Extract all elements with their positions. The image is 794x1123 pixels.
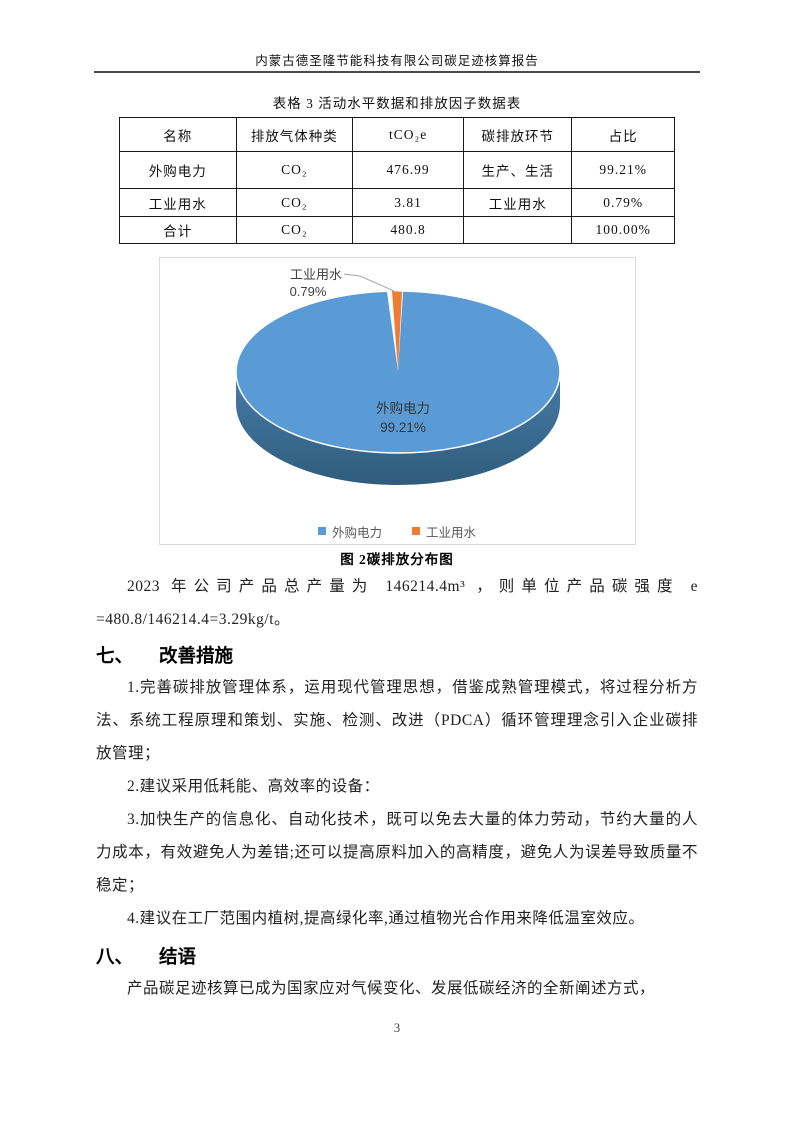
- callout-leader-line: [343, 273, 394, 292]
- section-title: 结语: [159, 948, 197, 968]
- pie-side: [235, 372, 560, 485]
- col-header-gas-type: 排放气体种类: [235, 117, 354, 152]
- cell-gas: CO₂: [235, 151, 354, 189]
- col-header-share: 占比: [571, 117, 675, 152]
- pie-slice-electricity: [234, 290, 561, 454]
- legend-label: 工业用水: [426, 525, 477, 540]
- table-row: 合计 CO₂ 480.8 100.00%: [119, 216, 675, 244]
- col-header-name: 名称: [119, 117, 237, 152]
- legend-label: 外购电力: [331, 525, 382, 540]
- cell-share: 0.79%: [571, 188, 675, 217]
- cell-stage: [463, 216, 573, 244]
- pie-slice-water: [391, 291, 402, 370]
- improvement-paragraph-4: 4.建议在工厂范围内植树,提高绿化率,通过植物光合作用来降低温室效应。: [127, 910, 645, 927]
- inside-label-pct: 99.21%: [380, 420, 426, 435]
- figure-caption: 图 2碳排放分布图: [340, 552, 454, 567]
- emission-data-table: 名称 排放气体种类 tCO₂e 碳排放环节 占比 外购电力 CO₂ 476.99…: [119, 117, 675, 244]
- chart-legend: 外购电力 工业用水: [160, 518, 635, 544]
- section-title: 改善措施: [159, 647, 234, 667]
- col-header-tco2e: tCO₂e: [352, 117, 465, 152]
- cell-share: 99.21%: [571, 151, 675, 189]
- section-number: 八、: [96, 948, 134, 968]
- cell-name: 外购电力: [119, 151, 237, 189]
- page-number: 3: [393, 1021, 401, 1035]
- cell-name: 合计: [119, 216, 237, 244]
- cell-tco2e: 476.99: [352, 151, 465, 189]
- inside-label-name: 外购电力: [376, 401, 430, 416]
- section-number: 七、: [96, 647, 134, 667]
- pie-chart-3d: 工业用水 0.79% 外购电力 99.21%: [234, 267, 561, 485]
- cell-gas: CO₂: [235, 216, 354, 244]
- cell-name: 工业用水: [119, 188, 237, 217]
- legend-swatch-blue-icon: [317, 527, 326, 535]
- cell-share: 100.00%: [571, 216, 675, 244]
- cell-stage: 工业用水: [463, 188, 573, 217]
- legend-swatch-orange-icon: [412, 527, 420, 535]
- col-header-stage: 碳排放环节: [463, 117, 573, 152]
- intro-paragraph: 2023 年公司产品总产量为 146214.4m³ ，则单位产品碳强度 e =4…: [96, 578, 698, 628]
- pie-chart-panel: 工业用水 0.79% 外购电力 99.21% 外购电力 工业用水: [158, 257, 636, 545]
- header-rule: [94, 71, 700, 73]
- cell-gas: CO₂: [235, 188, 354, 217]
- legend-item-water: 工业用水: [412, 522, 476, 541]
- page-content: 表格 3 活动水平数据和排放因子数据表 名称 排放气体种类 tCO₂e 碳排放环…: [96, 88, 698, 1005]
- table-caption: 表格 3 活动水平数据和排放因子数据表: [272, 96, 522, 111]
- conclusion-paragraph: 产品碳足迹核算已成为国家应对气候变化、发展低碳经济的全新阐述方式，: [127, 980, 656, 997]
- legend-item-electricity: 外购电力: [317, 522, 382, 541]
- cell-stage: 生产、生活: [463, 151, 573, 189]
- callout-label-pct: 0.79%: [289, 284, 326, 299]
- section-heading-conclusion: 八、 结语: [96, 944, 698, 972]
- cell-tco2e: 3.81: [352, 188, 465, 217]
- report-header-title: 内蒙古德圣隆节能科技有限公司碳足迹核算报告: [255, 54, 539, 68]
- table-header-row: 名称 排放气体种类 tCO₂e 碳排放环节 占比: [119, 117, 675, 152]
- table-row: 外购电力 CO₂ 476.99 生产、生活 99.21%: [119, 151, 675, 189]
- improvement-paragraph-2: 2.建议采用低耗能、高效率的设备：: [127, 778, 380, 795]
- table-row: 工业用水 CO₂ 3.81 工业用水 0.79%: [119, 188, 675, 217]
- section-heading-improvements: 七、 改善措施: [96, 643, 698, 671]
- callout-label-name: 工业用水: [289, 267, 341, 282]
- improvement-paragraph-1: 1.完善碳排放管理体系，运用现代管理思想，借鉴成熟管理模式，将过程分析方法、系统…: [96, 679, 698, 762]
- improvement-paragraph-3: 3.加快生产的信息化、自动化技术，既可以免去大量的体力劳动，节约大量的人力成本，…: [96, 811, 698, 894]
- cell-tco2e: 480.8: [352, 216, 465, 244]
